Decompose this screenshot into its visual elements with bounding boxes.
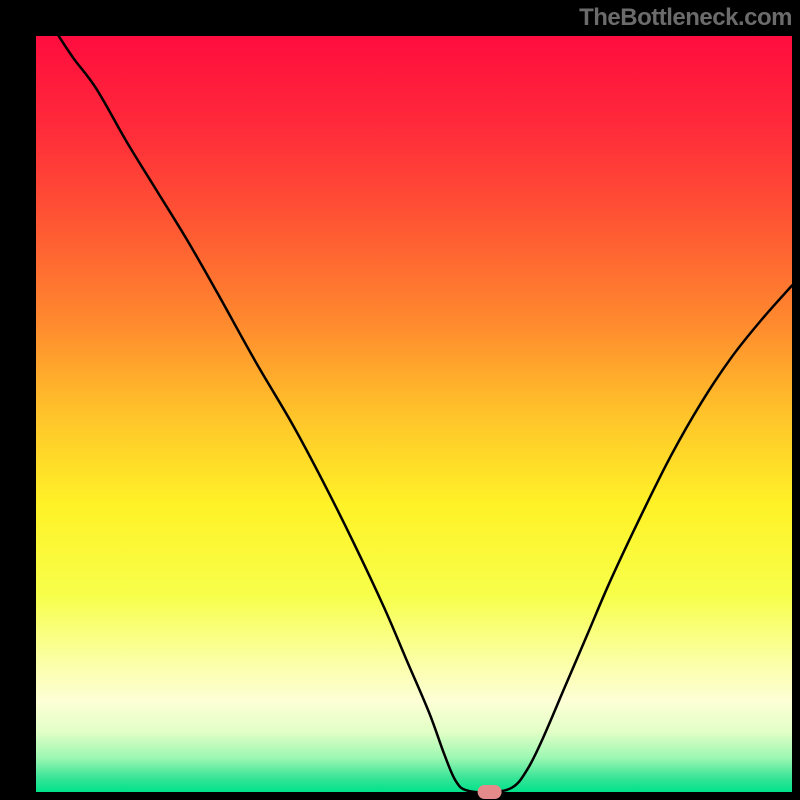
bottleneck-chart: TheBottleneck.com bbox=[0, 0, 800, 800]
optimal-marker bbox=[478, 785, 502, 799]
watermark-text: TheBottleneck.com bbox=[579, 4, 792, 32]
chart-svg bbox=[0, 0, 800, 800]
